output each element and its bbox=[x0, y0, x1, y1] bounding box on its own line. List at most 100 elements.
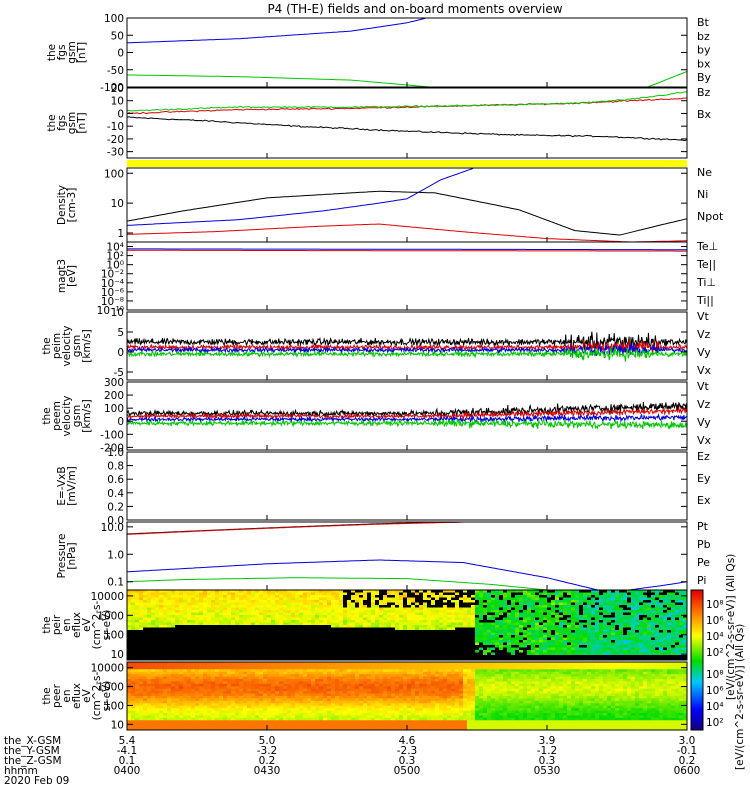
spectrogram-cell bbox=[315, 652, 320, 656]
spectrogram-cell bbox=[531, 615, 536, 618]
spectrogram-cell bbox=[459, 620, 464, 623]
spectrogram-cell bbox=[683, 590, 687, 593]
spectrogram-cell bbox=[427, 632, 432, 636]
spectrogram-cell bbox=[659, 600, 664, 603]
spectrogram-cell bbox=[291, 645, 296, 648]
spectrogram-cell bbox=[591, 635, 596, 638]
spectrogram-cell bbox=[167, 637, 172, 641]
spectrogram-cell bbox=[563, 642, 568, 646]
spectrogram-cell bbox=[683, 600, 687, 603]
spectrogram-cell bbox=[483, 647, 488, 651]
spectrogram-cell bbox=[327, 625, 332, 628]
spectrogram-cell bbox=[215, 592, 220, 596]
spectrogram-cell bbox=[223, 642, 228, 646]
spectrogram-cell bbox=[387, 647, 392, 651]
spectrogram-cell bbox=[151, 650, 156, 653]
y-tick-label: 10 bbox=[111, 307, 124, 319]
spectrogram-cell bbox=[627, 620, 632, 623]
spectrogram-cell bbox=[155, 627, 160, 631]
spectrogram-cell bbox=[271, 590, 276, 593]
spectrogram-cell bbox=[219, 597, 224, 601]
spectrogram-cell bbox=[503, 640, 508, 643]
spectrogram-cell bbox=[139, 703, 144, 707]
spectrogram-cell bbox=[591, 627, 596, 631]
y-axis-label-line: peir bbox=[51, 614, 63, 635]
spectrogram-cell bbox=[243, 650, 248, 653]
spectrogram-cell bbox=[491, 605, 496, 608]
spectrogram-cell bbox=[219, 645, 224, 648]
spectrogram-cell bbox=[659, 657, 664, 660]
spectrogram-cell bbox=[343, 607, 348, 611]
spectrogram-cell bbox=[427, 630, 432, 633]
spectrogram-cell bbox=[327, 642, 332, 646]
spectrogram-cell bbox=[171, 642, 176, 646]
spectrogram-cell bbox=[191, 602, 196, 606]
spectrogram-cell bbox=[651, 595, 656, 598]
spectrogram-cell bbox=[595, 655, 600, 658]
spectrogram-cell bbox=[227, 693, 232, 697]
spectrogram-cell bbox=[127, 627, 132, 631]
spectrogram-cell bbox=[187, 676, 192, 680]
spectrogram-cell bbox=[307, 637, 312, 641]
spectrogram-cell bbox=[183, 610, 188, 613]
spectrogram-cell bbox=[635, 630, 640, 633]
spectrogram-cell bbox=[383, 635, 388, 638]
spectrogram-cell bbox=[207, 615, 212, 618]
spectrogram-cell bbox=[479, 640, 484, 643]
spectrogram-cell bbox=[227, 600, 232, 603]
spectrogram-cell bbox=[159, 652, 164, 656]
spectrogram-cell bbox=[223, 625, 228, 628]
spectrogram-cell bbox=[343, 620, 348, 623]
spectrogram-cell bbox=[239, 625, 244, 628]
spectrogram-cell bbox=[187, 647, 192, 651]
spectrogram-cell bbox=[251, 630, 256, 633]
spectrogram-cell bbox=[215, 652, 220, 656]
spectrogram-cell bbox=[199, 664, 204, 668]
spectrogram-cell bbox=[339, 657, 344, 660]
spectrogram-cell bbox=[159, 610, 164, 613]
spectrogram-cell bbox=[315, 655, 320, 658]
spectrogram-cell bbox=[511, 657, 516, 660]
spectrogram-cell bbox=[387, 642, 392, 646]
spectrogram-cell bbox=[367, 620, 372, 623]
spectrogram-cell bbox=[235, 632, 240, 636]
spectrogram-cell bbox=[563, 590, 568, 593]
spectrogram-cell bbox=[163, 640, 168, 643]
spectrogram-cell bbox=[379, 655, 384, 658]
spectrogram-cell bbox=[631, 647, 636, 651]
spectrogram-cell bbox=[151, 708, 156, 711]
spectrogram-cell bbox=[131, 720, 136, 724]
spectrogram-cell bbox=[187, 657, 192, 660]
spectrogram-cell bbox=[271, 630, 276, 633]
spectrogram-cell bbox=[455, 622, 460, 626]
spectrogram-cell bbox=[395, 607, 400, 611]
spectrogram-cell bbox=[627, 650, 632, 653]
panel-peer-spectrogram: 10000100010010thepeerenefluxeV(cm^2-s-sr… bbox=[41, 661, 688, 731]
spectrogram-cell bbox=[515, 632, 520, 636]
spectrogram-cell bbox=[131, 610, 136, 613]
spectrogram-cell bbox=[311, 632, 316, 636]
legend-vt: Vt bbox=[697, 380, 710, 393]
spectrogram-cell bbox=[483, 607, 488, 611]
spectrogram-cell bbox=[247, 637, 252, 641]
spectrogram-cell bbox=[663, 597, 668, 601]
spectrogram-cell bbox=[583, 617, 588, 621]
spectrogram-cell bbox=[679, 627, 684, 631]
spectrogram-cell bbox=[571, 612, 576, 616]
spectrogram-cell bbox=[367, 622, 372, 626]
spectrogram-cell bbox=[171, 666, 176, 670]
spectrogram-cell bbox=[131, 602, 136, 606]
spectrogram-cell bbox=[215, 655, 220, 658]
spectrogram-cell bbox=[263, 635, 268, 638]
spectrogram-cell bbox=[183, 708, 188, 711]
spectrogram-cell bbox=[179, 607, 184, 611]
spectrogram-cell bbox=[511, 627, 516, 631]
spectrogram-cell bbox=[659, 630, 664, 633]
spectrogram-cell bbox=[647, 597, 652, 601]
spectrogram-cell bbox=[371, 612, 376, 616]
spectrogram-cell bbox=[483, 637, 488, 641]
spectrogram-cell bbox=[419, 600, 424, 603]
spectrogram-cell bbox=[435, 650, 440, 653]
spectrogram-cell bbox=[375, 605, 380, 608]
